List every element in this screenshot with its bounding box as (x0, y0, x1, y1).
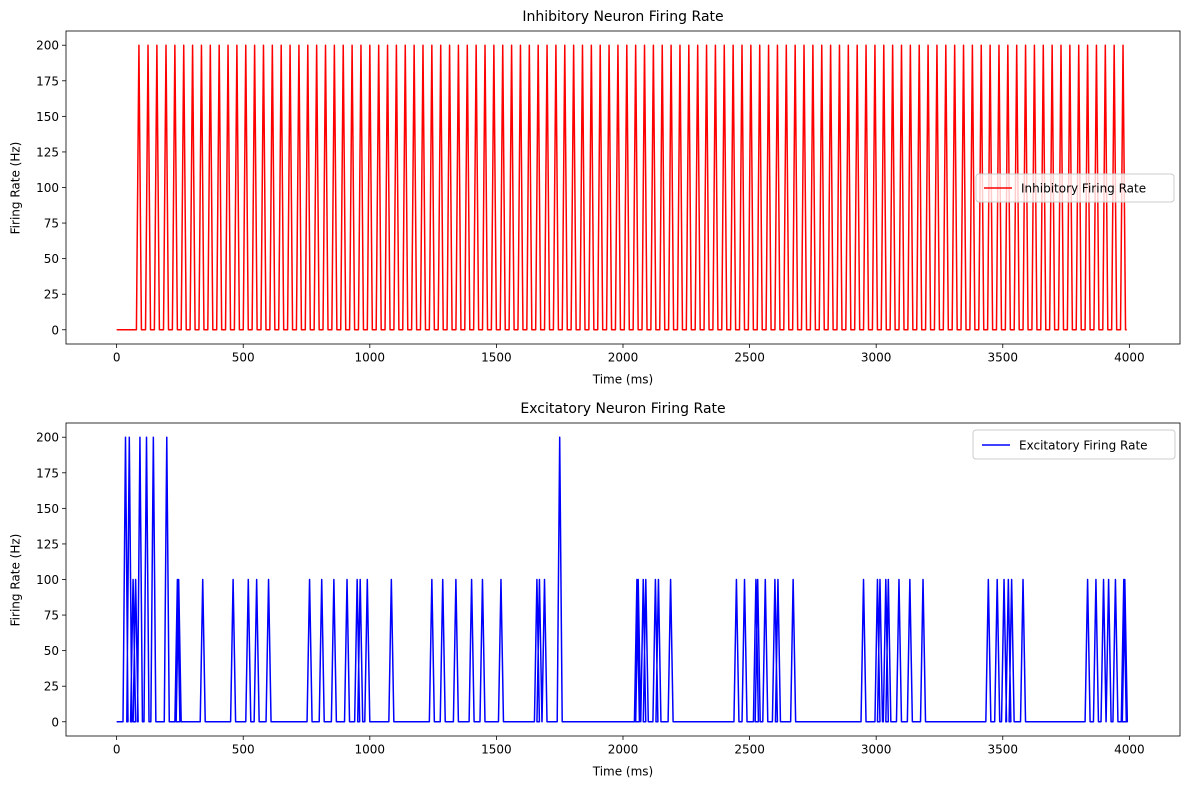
x-tick-label: 3000 (861, 743, 892, 757)
y-tick-label: 50 (44, 644, 59, 658)
y-tick-label: 75 (44, 609, 59, 623)
y-axis-label: Firing Rate (Hz) (9, 534, 23, 627)
y-axis-label: Firing Rate (Hz) (9, 142, 23, 235)
x-tick-label: 4000 (1114, 351, 1145, 365)
legend-label: Excitatory Firing Rate (1019, 439, 1148, 453)
y-tick-label: 50 (44, 252, 59, 266)
x-axis-label: Time (ms) (592, 765, 654, 779)
y-tick-label: 25 (44, 680, 59, 694)
y-tick-label: 25 (44, 288, 59, 302)
y-tick-label: 200 (36, 431, 59, 445)
x-tick-label: 1500 (481, 743, 512, 757)
y-tick-label: 100 (36, 573, 59, 587)
x-tick-label: 1500 (481, 351, 512, 365)
x-tick-label: 3000 (861, 351, 892, 365)
legend: Excitatory Firing Rate (972, 429, 1176, 460)
series-line (116, 44, 1127, 331)
y-tick-label: 100 (36, 181, 59, 195)
x-tick-label: 3500 (987, 743, 1018, 757)
x-tick-label: 3500 (987, 351, 1018, 365)
y-tick-label: 0 (51, 715, 59, 729)
legend: Inhibitory Firing Rate (975, 173, 1175, 203)
chart-title: Excitatory Neuron Firing Rate (520, 401, 725, 417)
x-tick-label: 2500 (734, 351, 765, 365)
y-tick-label: 125 (36, 537, 59, 551)
y-tick-label: 0 (51, 323, 59, 337)
x-tick-label: 4000 (1114, 743, 1145, 757)
y-tick-label: 150 (36, 502, 59, 516)
x-tick-label: 1000 (355, 743, 386, 757)
chart-title: Inhibitory Neuron Firing Rate (522, 9, 723, 25)
x-tick-label: 500 (232, 743, 255, 757)
x-tick-label: 2000 (608, 743, 639, 757)
legend-box (972, 429, 1176, 460)
x-tick-label: 500 (232, 351, 255, 365)
y-tick-label: 75 (44, 217, 59, 231)
y-tick-label: 125 (36, 145, 59, 159)
inhibitory-chart: Inhibitory Neuron Firing Rate Time (ms) … (9, 9, 1181, 387)
y-tick-label: 200 (36, 39, 59, 53)
series-line (116, 436, 1129, 723)
y-tick-label: 150 (36, 110, 59, 124)
x-tick-label: 1000 (355, 351, 386, 365)
y-tick-label: 175 (36, 74, 59, 88)
plot-area: 0 500 1000 1500 2000 2500 3000 3500 4000 0 25 50 75 1… (36, 422, 1181, 757)
x-tick-label: 2500 (734, 743, 765, 757)
x-tick-label: 2000 (608, 351, 639, 365)
excitatory-chart: Excitatory Neuron Firing Rate Time (ms) … (9, 401, 1181, 779)
x-tick-label: 0 (113, 743, 121, 757)
x-axis-label: Time (ms) (592, 373, 654, 387)
legend-label: Inhibitory Firing Rate (1021, 182, 1146, 196)
x-tick-label: 0 (113, 351, 121, 365)
legend-box (975, 173, 1175, 203)
plot-area: 0 500 1000 1500 2000 2500 3000 3500 4000 0 25 50 75 1… (36, 30, 1181, 365)
y-tick-label: 175 (36, 466, 59, 480)
